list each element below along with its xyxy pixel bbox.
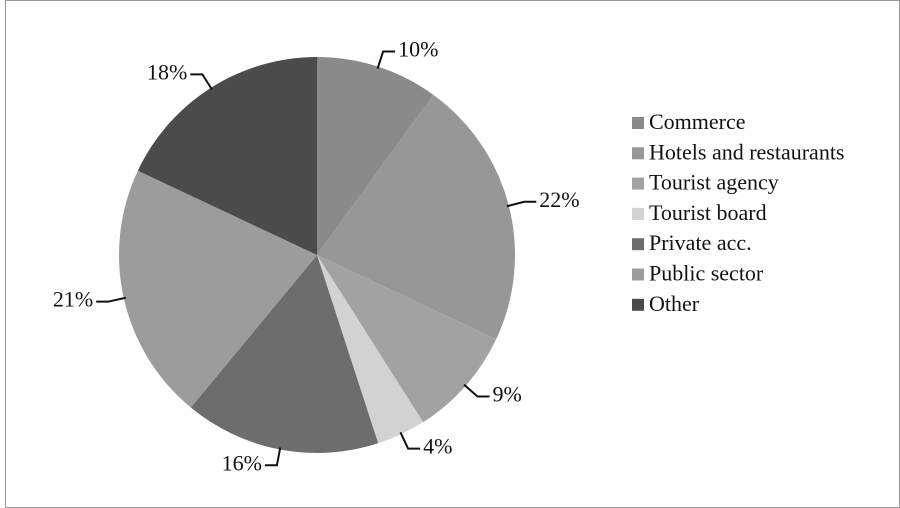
data-label: 16% <box>222 450 262 475</box>
legend-swatch <box>632 298 644 311</box>
legend-swatch <box>632 207 644 220</box>
leader-line <box>463 383 490 398</box>
leader-line <box>190 73 213 91</box>
leader-line <box>399 431 421 450</box>
leader-line <box>264 447 282 467</box>
pie-slice <box>118 170 317 408</box>
pie-slice <box>317 94 515 340</box>
data-label: 4% <box>423 434 452 459</box>
legend-swatch <box>632 177 644 190</box>
legend-swatch <box>632 147 644 160</box>
pie-slice <box>317 57 434 255</box>
leader-line <box>506 200 537 208</box>
legend-swatch <box>632 117 644 129</box>
legend-label: Hotels and restaurants <box>649 139 845 164</box>
legend-label: Tourist agency <box>649 170 779 195</box>
legend-swatch <box>632 238 644 251</box>
pie-slice <box>317 255 497 423</box>
legend-label: Commerce <box>649 109 746 134</box>
pie-slice <box>190 255 379 454</box>
data-label: 18% <box>147 59 187 84</box>
pie-slice <box>317 255 424 444</box>
legend-label: Tourist board <box>649 200 767 225</box>
data-label: 22% <box>539 187 579 212</box>
data-label: 9% <box>493 382 522 407</box>
legend-swatch <box>632 268 644 281</box>
data-label: 10% <box>398 37 438 62</box>
pie-slice <box>137 57 317 255</box>
leader-line <box>376 50 396 69</box>
leader-line <box>96 296 126 303</box>
legend-label: Public sector <box>649 261 764 286</box>
legend-label: Private acc. <box>649 230 752 255</box>
data-label: 21% <box>53 287 93 312</box>
legend-label: Other <box>649 291 700 316</box>
